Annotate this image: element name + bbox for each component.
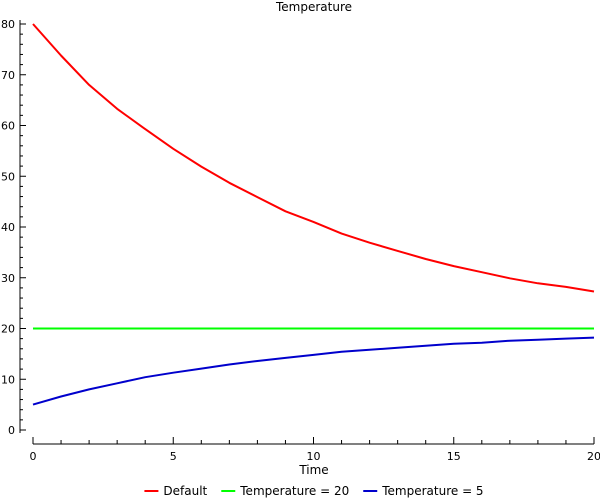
x-axis-label: Time	[298, 463, 328, 477]
y-tick-label: 60	[1, 120, 15, 133]
x-tick-label: 5	[170, 450, 177, 463]
x-tick-label: 20	[587, 450, 600, 463]
legend-label-2: Temperature = 20	[239, 484, 349, 498]
y-tick-label: 10	[1, 373, 15, 386]
y-tick-label: 20	[1, 323, 15, 336]
y-tick-label: 0	[8, 424, 15, 437]
axes	[20, 20, 594, 444]
y-axis-ticks: 0 10 20 30 40 50 60 70 80	[1, 18, 26, 437]
x-tick-label: 0	[30, 450, 37, 463]
series-line-3	[33, 338, 594, 405]
y-tick-label: 30	[1, 272, 15, 285]
legend: Default Temperature = 20 Temperature = 5	[144, 484, 483, 498]
series-line-1	[33, 24, 594, 292]
x-tick-label: 15	[447, 450, 461, 463]
legend-label-1: Default	[163, 484, 207, 498]
chart-title: Temperature	[275, 0, 352, 14]
x-tick-label: 10	[307, 450, 321, 463]
y-tick-label: 70	[1, 69, 15, 82]
x-axis-ticks: 0 5 10 15 20	[30, 437, 600, 463]
y-tick-label: 50	[1, 170, 15, 183]
plot-series	[33, 24, 594, 405]
legend-label-3: Temperature = 5	[381, 484, 483, 498]
y-tick-label: 80	[1, 18, 15, 31]
y-tick-label: 40	[1, 221, 15, 234]
